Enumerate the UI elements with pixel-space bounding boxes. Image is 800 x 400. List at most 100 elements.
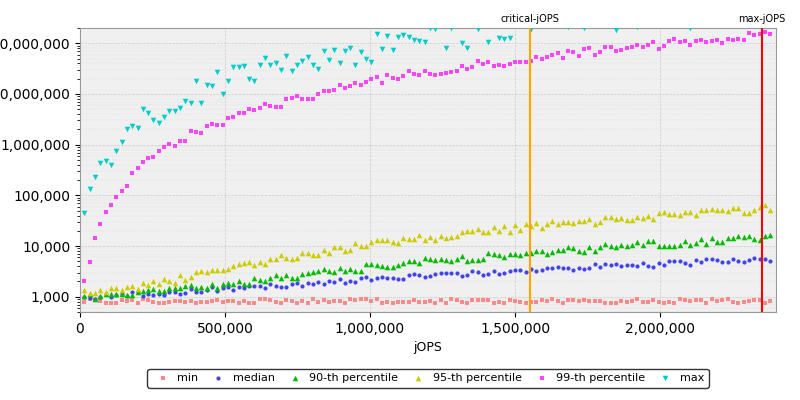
min — [174, 298, 186, 305]
max — [290, 62, 303, 68]
95-th percentile — [338, 247, 351, 254]
max — [594, 13, 606, 20]
90-th percentile — [658, 243, 670, 250]
max — [338, 48, 351, 54]
min — [493, 298, 506, 305]
min — [370, 296, 383, 302]
median — [642, 262, 654, 269]
90-th percentile — [652, 242, 665, 249]
95-th percentile — [546, 218, 558, 224]
90-th percentile — [381, 264, 394, 270]
95-th percentile — [631, 214, 644, 221]
95-th percentile — [445, 234, 458, 240]
95-th percentile — [184, 274, 197, 280]
90-th percentile — [567, 245, 580, 252]
95-th percentile — [131, 286, 144, 293]
90-th percentile — [716, 239, 729, 246]
max — [407, 36, 420, 43]
90-th percentile — [242, 280, 255, 287]
90-th percentile — [137, 288, 150, 294]
99-th percentile — [386, 75, 399, 81]
max — [562, 23, 574, 30]
median — [541, 265, 554, 271]
max — [254, 62, 266, 68]
max — [674, 15, 686, 22]
min — [514, 299, 526, 305]
median — [195, 289, 208, 296]
95-th percentile — [450, 233, 463, 240]
max — [748, 10, 761, 17]
95-th percentile — [200, 268, 213, 275]
99-th percentile — [615, 47, 628, 54]
95-th percentile — [163, 278, 176, 284]
95-th percentile — [503, 228, 516, 235]
max — [211, 69, 224, 75]
95-th percentile — [477, 228, 490, 235]
90-th percentile — [174, 284, 186, 291]
median — [349, 279, 362, 285]
95-th percentile — [562, 218, 574, 225]
95-th percentile — [370, 237, 383, 244]
max — [519, 21, 532, 28]
median — [466, 268, 479, 274]
95-th percentile — [530, 220, 542, 226]
95-th percentile — [211, 267, 224, 274]
95-th percentile — [78, 286, 90, 293]
median — [748, 254, 761, 261]
99-th percentile — [445, 68, 458, 75]
95-th percentile — [674, 212, 686, 218]
90-th percentile — [227, 280, 240, 287]
90-th percentile — [726, 235, 739, 242]
90-th percentile — [710, 238, 723, 245]
90-th percentile — [190, 285, 202, 291]
max — [238, 63, 250, 70]
median — [418, 274, 431, 280]
min — [222, 298, 234, 304]
max — [541, 12, 554, 19]
95-th percentile — [599, 214, 612, 220]
90-th percentile — [238, 281, 250, 288]
min — [333, 298, 346, 304]
median — [525, 266, 538, 272]
max — [312, 66, 325, 72]
95-th percentile — [636, 214, 649, 221]
95-th percentile — [626, 216, 638, 223]
99-th percentile — [333, 82, 346, 88]
99-th percentile — [487, 62, 500, 69]
max — [200, 82, 213, 88]
max — [455, 40, 468, 46]
95-th percentile — [264, 256, 277, 262]
min — [349, 297, 362, 303]
median — [535, 267, 548, 274]
max — [716, 18, 729, 24]
95-th percentile — [344, 247, 357, 253]
median — [706, 256, 718, 262]
95-th percentile — [434, 232, 447, 239]
max — [525, 25, 538, 32]
90-th percentile — [397, 260, 410, 266]
99-th percentile — [78, 278, 90, 284]
min — [211, 297, 224, 303]
90-th percentile — [115, 290, 128, 297]
max — [588, 18, 601, 24]
99-th percentile — [242, 106, 255, 112]
max — [764, 0, 777, 4]
median — [227, 286, 240, 293]
95-th percentile — [381, 237, 394, 244]
max — [583, 7, 596, 13]
min — [509, 297, 522, 304]
95-th percentile — [89, 290, 102, 296]
min — [551, 298, 564, 304]
min — [604, 300, 617, 306]
90-th percentile — [365, 261, 378, 268]
99-th percentile — [83, 259, 96, 266]
max — [662, 20, 675, 26]
median — [604, 262, 617, 268]
max — [439, 44, 452, 51]
min — [131, 300, 144, 306]
95-th percentile — [493, 228, 506, 234]
99-th percentile — [604, 44, 617, 50]
95-th percentile — [706, 206, 718, 212]
median — [238, 285, 250, 292]
max — [652, 1, 665, 7]
